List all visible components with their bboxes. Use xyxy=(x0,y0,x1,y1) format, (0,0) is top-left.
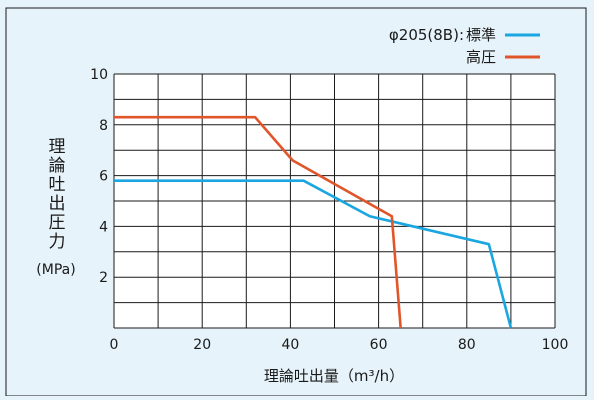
x-axis-label: 理論吐出量（m³/h） xyxy=(264,367,404,385)
y-axis-label-char: 圧 xyxy=(49,213,66,233)
y-tick-label: 10 xyxy=(90,67,108,83)
y-tick-label: 8 xyxy=(99,118,108,134)
series-line-high-pressure xyxy=(114,115,402,329)
y-axis-label-char: 吐 xyxy=(49,175,66,195)
tick-labels: 0 20 40 60 80 100 2 4 6 8 10 xyxy=(90,67,568,353)
series-group xyxy=(114,115,513,329)
x-tick-label: 80 xyxy=(458,337,476,353)
y-axis-label-char: 理 xyxy=(49,137,66,157)
y-tick-label: 6 xyxy=(99,169,108,185)
y-axis-label-char: 論 xyxy=(49,156,66,176)
legend-label-standard: 標準 xyxy=(466,26,496,44)
y-tick-label: 2 xyxy=(99,270,108,286)
y-axis-label-char: 力 xyxy=(49,232,66,252)
y-axis-unit: (MPa) xyxy=(36,262,75,278)
legend-prefix: φ205(8B): xyxy=(389,26,464,44)
x-tick-label: 100 xyxy=(542,337,569,353)
series-line-standard xyxy=(114,179,513,329)
x-tick-label: 40 xyxy=(281,337,299,353)
y-tick-label: 4 xyxy=(99,219,108,235)
grid-lines xyxy=(113,73,556,329)
x-tick-label: 0 xyxy=(110,337,119,353)
x-tick-label: 60 xyxy=(370,337,388,353)
y-axis-label-char: 出 xyxy=(49,194,66,214)
legend-label-high-pressure: 高圧 xyxy=(466,48,496,66)
x-tick-label: 20 xyxy=(193,337,211,353)
